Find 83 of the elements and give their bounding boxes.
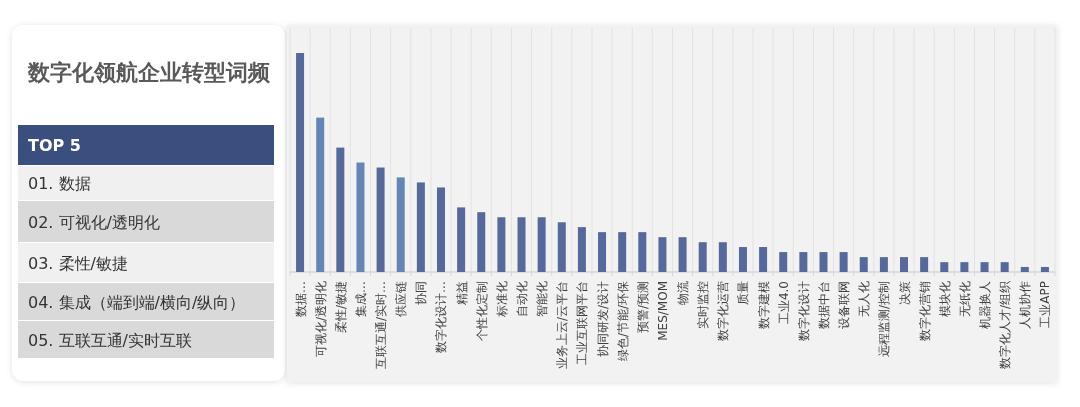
bar [436, 187, 445, 272]
x-tick-label: 自动化 [515, 281, 530, 317]
bar [1000, 262, 1009, 272]
bar [698, 242, 707, 272]
x-tick-label: 智能化 [535, 281, 550, 317]
x-tick-label: 绿色/节能/环保 [615, 281, 630, 362]
bar [376, 167, 385, 272]
x-tick-label: 远程监测/控制 [877, 281, 892, 358]
x-tick-label: 业务上云/云平台 [555, 281, 570, 370]
bar [618, 232, 627, 272]
x-tick-label: 实时监控 [696, 281, 711, 329]
bar [356, 162, 365, 272]
bar [416, 182, 425, 272]
bar [759, 247, 768, 272]
bar [738, 247, 747, 272]
x-tick-label: 决策 [897, 281, 912, 305]
bar [577, 227, 586, 272]
x-tick-label: 标准化 [494, 281, 509, 318]
text: 03. 柔性/敏捷 [28, 253, 128, 273]
bar [920, 257, 929, 272]
x-tick-label: 个性化定制 [474, 281, 489, 341]
bar [598, 232, 607, 272]
x-tick-label: 可视化/透明化 [313, 281, 328, 358]
text: TOP 5 [28, 136, 81, 155]
bar [678, 237, 687, 272]
x-tick-label: 数字化运营 [716, 281, 731, 341]
x-tick-label: 柔性/敏捷 [333, 281, 348, 334]
bar [779, 252, 788, 272]
x-tick-label: 无人化 [857, 281, 872, 317]
x-tick-label: 精益 [454, 281, 469, 305]
x-tick-label: 数字建模 [756, 281, 771, 329]
bar [638, 232, 647, 272]
bar [658, 237, 667, 272]
chart-title: 数字化领航企业转型词频 [27, 60, 271, 85]
x-tick-label: 无纸化 [957, 281, 972, 317]
text: 04. 集成（端到端/横向/纵向） [28, 292, 246, 312]
x-tick-label: 数字化营销 [917, 281, 932, 341]
bar [537, 217, 546, 272]
x-tick-label: 物流 [676, 281, 691, 305]
bar [859, 257, 868, 272]
x-tick-label: MES/MOM [655, 281, 670, 341]
x-tick-label: 数字化人才/组织 [998, 281, 1013, 370]
text: 02. 可视化/透明化 [28, 212, 160, 232]
x-tick-label: 人机协作 [1018, 281, 1033, 329]
bar [1040, 266, 1049, 272]
bar [799, 252, 808, 272]
bar [457, 207, 466, 272]
x-tick-label: 协同研发/设计 [595, 281, 610, 358]
bar [396, 177, 405, 272]
x-tick-label: 设备联网 [837, 281, 852, 329]
bar [718, 242, 727, 272]
x-tick-label: 预警/预测 [635, 281, 650, 334]
bar [980, 262, 989, 272]
bar [336, 147, 345, 272]
x-tick-label: 协同 [414, 281, 429, 305]
bar [316, 117, 325, 272]
x-tick-label: 工业4.0 [776, 281, 791, 325]
bar [960, 262, 969, 272]
x-tick-label: 模块化 [937, 281, 952, 317]
x-tick-label: 质量 [736, 281, 751, 305]
bar [1020, 266, 1029, 272]
bar [819, 252, 828, 272]
x-tick-label: 数字化设计 [796, 281, 811, 341]
x-tick-label: 工业互联网平台 [575, 281, 590, 365]
bar [517, 217, 526, 272]
bar [879, 257, 888, 272]
bar [839, 252, 848, 272]
x-tick-label: 集成… [353, 281, 368, 317]
x-tick-label: 工业APP [1038, 281, 1053, 328]
text: 01. 数据 [28, 174, 91, 193]
x-tick-label: 机器换人 [978, 281, 993, 329]
text: 05. 互联互通/实时互联 [28, 330, 192, 350]
bar [497, 217, 506, 272]
x-tick-label: 数据中台 [816, 281, 831, 329]
x-tick-label: 互联互通/实时… [374, 281, 389, 370]
x-tick-label: 供应链 [394, 281, 409, 317]
bar [900, 257, 909, 272]
bar [557, 222, 566, 272]
bar [940, 262, 949, 272]
x-tick-label: 数据… [293, 281, 308, 317]
bar [477, 212, 486, 272]
bar [296, 53, 305, 272]
x-tick-label: 数字化设计… [434, 281, 449, 353]
